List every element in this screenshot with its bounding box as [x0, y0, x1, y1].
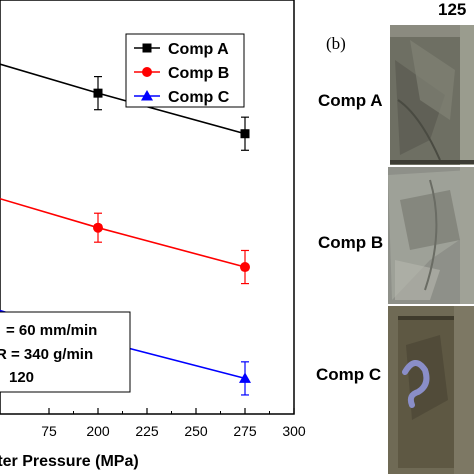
series-comp-a [0, 63, 250, 151]
row-label-comp-c: Comp C [316, 365, 381, 384]
photo-column-header: 125 [438, 0, 466, 19]
x-tick-label: 75 [41, 423, 57, 439]
annotation-box [0, 311, 131, 393]
annotation-line-2: R = 340 g/min [0, 346, 93, 363]
annotation-line-3: 120 [9, 369, 34, 386]
legend-label-comp-b: Comp B [168, 65, 229, 82]
series-comp-b [0, 197, 250, 285]
panel-b: (b) 125 Comp A Comp B [316, 0, 474, 474]
panel-b-label: (b) [326, 34, 346, 53]
line-chart: 75 200 225 250 275 300 ter Pressure (MPa) Com… [0, 0, 306, 470]
row-label-comp-a: Comp A [318, 91, 383, 110]
legend-label-comp-c: Comp C [168, 89, 230, 106]
data-point-comp-b [93, 222, 103, 233]
x-axis-ticks: 75 200 225 250 275 300 [41, 408, 306, 439]
x-tick-label: 300 [282, 423, 306, 439]
legend-marker-comp-a [142, 43, 152, 53]
micrograph-comp-b [388, 167, 474, 304]
x-tick-label: 200 [86, 423, 110, 439]
row-label-comp-b: Comp B [318, 233, 383, 252]
data-point-comp-a [240, 129, 250, 139]
x-tick-label: 275 [233, 423, 257, 439]
data-point-comp-c [239, 372, 251, 383]
data-point-comp-b [240, 262, 250, 273]
legend: Comp A Comp B Comp C [125, 33, 245, 108]
legend-entry-comp-c: Comp C [134, 89, 230, 106]
legend-label-comp-a: Comp A [168, 41, 229, 58]
legend-marker-comp-c [141, 90, 153, 101]
legend-marker-comp-b [142, 67, 152, 77]
x-tick-label: 225 [135, 423, 159, 439]
parameter-annotation: = 60 mm/min R = 340 g/min 120 [0, 311, 131, 393]
data-point-comp-a [93, 88, 103, 98]
legend-entry-comp-b: Comp B [134, 65, 229, 82]
legend-entry-comp-a: Comp A [134, 41, 229, 58]
micrograph-comp-a [390, 25, 474, 165]
x-axis-label: ter Pressure (MPa) [0, 453, 139, 470]
legend-items: Comp A Comp B Comp C [134, 41, 230, 106]
x-tick-label: 250 [184, 423, 208, 439]
annotation-line-1: = 60 mm/min [6, 322, 97, 339]
micrograph-comp-c [388, 306, 474, 474]
